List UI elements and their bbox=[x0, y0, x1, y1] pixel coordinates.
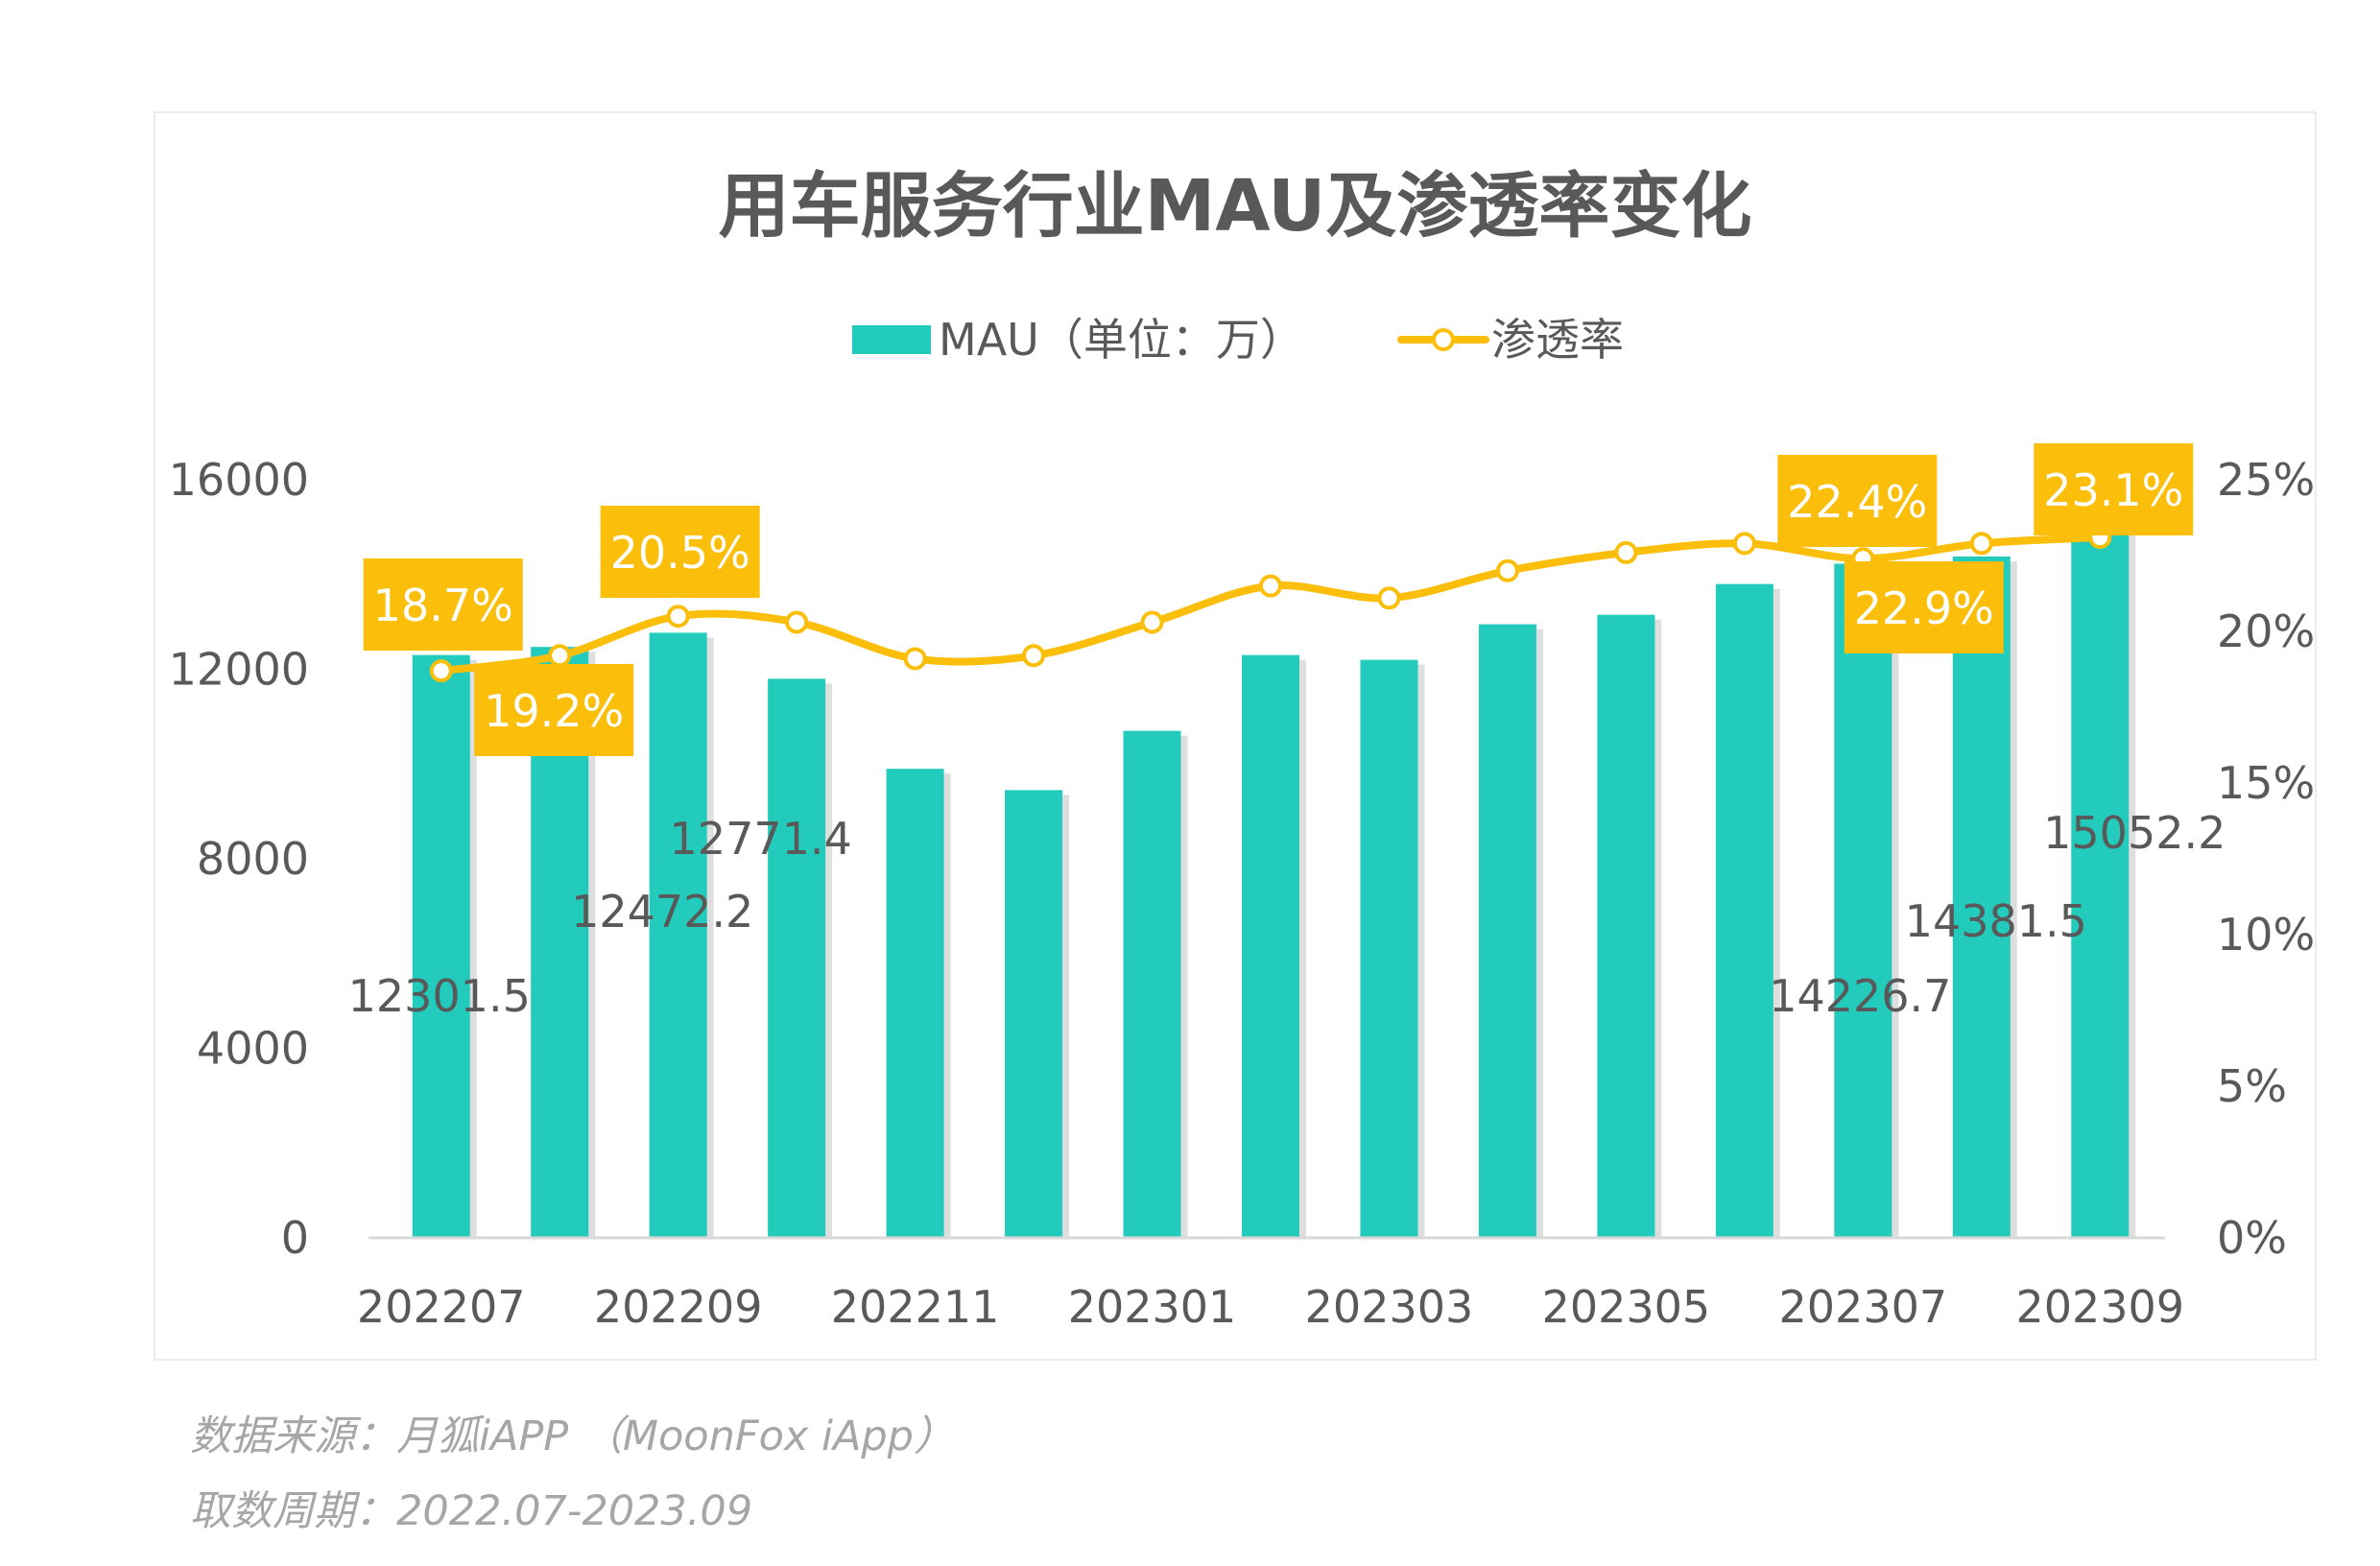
mau-bar bbox=[1123, 730, 1181, 1238]
mau-bar bbox=[1005, 790, 1063, 1238]
x-tick-label: 202211 bbox=[831, 1281, 1000, 1333]
mau-bar bbox=[768, 678, 826, 1238]
rate-label-box bbox=[1777, 455, 1938, 547]
rate-marker bbox=[1022, 644, 1046, 668]
mau-bar bbox=[1478, 624, 1536, 1238]
legend-line-label: 渗透率 bbox=[1491, 314, 1624, 366]
rate-label: 19.2% bbox=[474, 664, 634, 756]
y-right-tick-label: 0% bbox=[2217, 1212, 2287, 1264]
rate-marker bbox=[548, 644, 572, 668]
legend-bar-label: MAU（单位：万） bbox=[939, 314, 1304, 366]
y-left-tick-label: 8000 bbox=[197, 833, 309, 885]
bar-value-label: 12472.2 bbox=[571, 886, 753, 937]
rate-marker bbox=[1259, 574, 1282, 598]
rate-labels: 18.7% 19.2% 20.5% 22.4% 22.9% 23.1% bbox=[363, 443, 2194, 756]
x-tick-label: 202301 bbox=[1068, 1281, 1237, 1333]
mau-bar bbox=[886, 769, 944, 1238]
y-right-axis: 0% 5% 10% 15% 20% 25% bbox=[2217, 454, 2315, 1264]
x-tick-label: 202209 bbox=[594, 1281, 763, 1333]
bar-value-labels: 12301.5 12472.2 12771.4 14226.7 14381.5 15052… bbox=[348, 807, 2226, 1022]
chart-title: 用车服务行业MAU及渗透率变化 bbox=[719, 165, 1752, 248]
rate-label-box bbox=[1844, 561, 2004, 653]
mau-bar bbox=[1952, 556, 2011, 1238]
x-tick-label: 202207 bbox=[357, 1281, 526, 1333]
rate-label: 20.5% bbox=[600, 506, 760, 598]
bar-value-label: 14381.5 bbox=[1905, 895, 2087, 947]
mau-bar bbox=[412, 654, 470, 1238]
y-left-axis: 0 4000 8000 12000 16000 bbox=[169, 454, 309, 1264]
rate-marker bbox=[429, 659, 453, 683]
y-right-tick-label: 20% bbox=[2217, 605, 2315, 657]
mau-bar bbox=[1360, 659, 1418, 1238]
rate-label-text: 23.1% bbox=[2043, 464, 2183, 516]
legend: MAU（单位：万） 渗透率 bbox=[852, 314, 1624, 366]
rate-label-text: 18.7% bbox=[373, 580, 513, 631]
mau-bar bbox=[1715, 583, 1773, 1238]
rate-label: 23.1% bbox=[2034, 443, 2194, 535]
bar-value-label: 12301.5 bbox=[348, 970, 531, 1022]
mau-bar bbox=[1834, 563, 1892, 1238]
x-tick-label: 202309 bbox=[2015, 1281, 2184, 1333]
rate-label: 18.7% bbox=[363, 558, 523, 651]
rate-marker bbox=[1495, 558, 1519, 582]
mau-bar bbox=[1597, 614, 1655, 1238]
y-right-tick-label: 15% bbox=[2217, 757, 2315, 809]
rate-marker bbox=[903, 647, 927, 671]
rate-marker bbox=[1732, 532, 1756, 556]
rate-label-box bbox=[2034, 443, 2194, 535]
rate-label-text: 19.2% bbox=[484, 685, 624, 737]
y-left-tick-label: 0 bbox=[281, 1212, 309, 1264]
source-note: 数据来源：月狐iAPP （MoonFox iApp） bbox=[190, 1412, 955, 1460]
x-tick-label: 202303 bbox=[1305, 1281, 1474, 1333]
period-note: 取数周期：2022.07-2023.09 bbox=[190, 1487, 753, 1535]
rate-label-text: 22.9% bbox=[1854, 582, 1994, 634]
legend-line-marker bbox=[1432, 328, 1455, 351]
rate-marker bbox=[1377, 586, 1401, 610]
rate-label: 22.4% bbox=[1777, 455, 1938, 547]
x-tick-label: 202307 bbox=[1779, 1281, 1948, 1333]
y-left-tick-label: 12000 bbox=[169, 644, 309, 696]
mau-bar bbox=[649, 632, 707, 1238]
mau-bar bbox=[2071, 524, 2130, 1238]
rate-marker bbox=[1614, 540, 1638, 564]
y-right-tick-label: 25% bbox=[2217, 454, 2315, 506]
y-right-tick-label: 10% bbox=[2217, 909, 2315, 961]
bar-value-label: 15052.2 bbox=[2043, 807, 2225, 859]
y-right-tick-label: 5% bbox=[2217, 1060, 2287, 1112]
rate-label: 22.9% bbox=[1844, 561, 2004, 653]
rate-marker bbox=[1140, 610, 1164, 634]
rate-label-box bbox=[363, 558, 523, 651]
rate-label-text: 20.5% bbox=[610, 527, 750, 579]
bar-value-label: 12771.4 bbox=[670, 813, 852, 865]
bar-value-label: 14226.7 bbox=[1769, 970, 1951, 1022]
y-left-tick-label: 4000 bbox=[197, 1023, 309, 1075]
x-tick-label: 202305 bbox=[1542, 1281, 1711, 1333]
rate-marker bbox=[785, 610, 809, 634]
x-axis: 202207 202209 202211 202301 202303 202305 2023… bbox=[357, 1281, 2184, 1333]
y-left-tick-label: 16000 bbox=[169, 454, 309, 506]
legend-bar-swatch bbox=[852, 325, 931, 354]
rate-label-text: 22.4% bbox=[1787, 476, 1927, 528]
rate-marker bbox=[666, 605, 690, 629]
rate-marker bbox=[1969, 532, 1993, 556]
rate-label-box bbox=[474, 664, 634, 756]
mau-bar bbox=[1242, 654, 1299, 1238]
rate-label-box bbox=[600, 506, 760, 598]
